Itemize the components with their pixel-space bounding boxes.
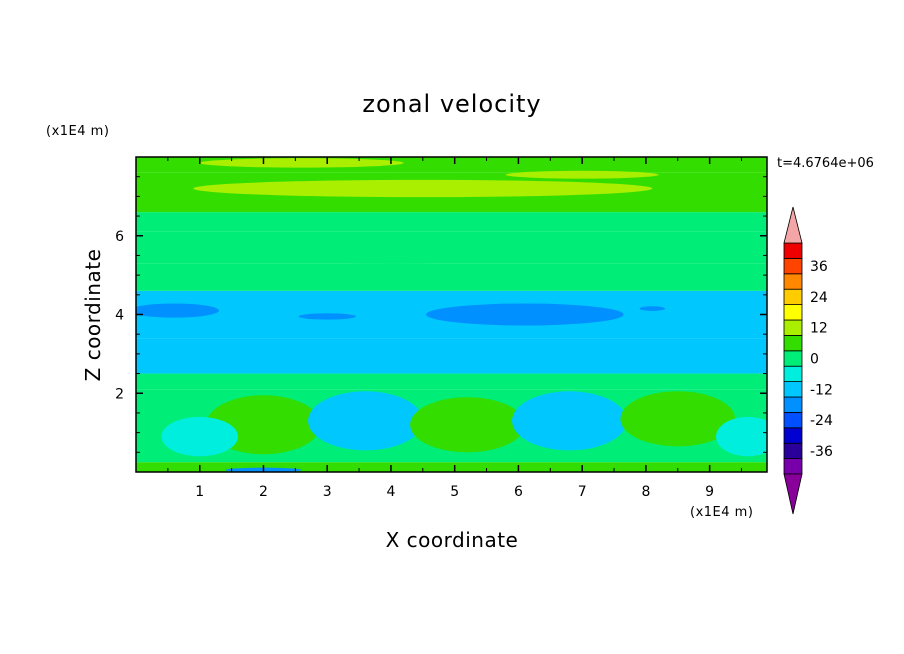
colorbar: -36 -24 -12 0 12 24 36 xyxy=(783,206,833,515)
colorbar-extend-high xyxy=(783,206,803,244)
colorbar-label: 36 xyxy=(810,259,828,275)
contour-band xyxy=(136,263,767,291)
x-tick-label: 4 xyxy=(386,484,395,500)
x-tick-label: 6 xyxy=(514,484,523,500)
colorbar-label: -24 xyxy=(810,413,833,429)
y-axis-label: Z coordinate xyxy=(81,249,105,382)
contour-band xyxy=(136,373,767,390)
colorbar-bin xyxy=(783,288,803,306)
y-tick-label: 4 xyxy=(115,308,124,324)
contour-patch xyxy=(426,303,624,326)
colorbar-bin xyxy=(783,411,803,429)
contour-patch xyxy=(193,179,653,198)
contour-patch xyxy=(136,303,219,318)
colorbar-extend-low xyxy=(783,473,803,515)
colorbar-bin xyxy=(783,381,803,398)
colorbar-label: 24 xyxy=(810,290,828,306)
contour-patch xyxy=(505,170,659,179)
contour-patch xyxy=(639,306,666,311)
time-stamp: t=4.6764e+06 xyxy=(777,156,874,171)
x-tick-label: 7 xyxy=(578,484,587,500)
chart-title: zonal velocity xyxy=(362,90,541,118)
colorbar-bin xyxy=(783,304,803,321)
x-multiplier: (x1E4 m) xyxy=(690,505,753,520)
contour-patch xyxy=(298,313,356,320)
colorbar-bin xyxy=(783,319,803,336)
contour-cell xyxy=(308,391,423,451)
colorbar-label: -12 xyxy=(810,382,833,398)
y-multiplier: (x1E4 m) xyxy=(46,124,109,139)
contour-patch xyxy=(199,158,404,168)
contour-cell xyxy=(161,416,238,457)
colorbar-bin xyxy=(783,242,803,259)
colorbar-label: -36 xyxy=(810,444,833,460)
x-tick-label: 1 xyxy=(195,484,204,500)
colorbar-label: 12 xyxy=(810,321,828,337)
colorbar-bin xyxy=(783,365,803,383)
y-axis-ticks: 2 4 6 xyxy=(115,176,767,453)
x-tick-label: 8 xyxy=(641,484,650,500)
x-tick-label: 2 xyxy=(259,484,268,500)
contour-patch xyxy=(199,239,583,264)
x-axis-ticks: 1 2 3 4 5 6 7 8 9 xyxy=(167,157,743,500)
colorbar-bin xyxy=(783,442,803,460)
colorbar-bin xyxy=(783,427,803,444)
contour-band xyxy=(136,338,767,374)
contour-cell xyxy=(512,391,627,451)
colorbar-bin xyxy=(783,458,803,475)
y-tick-label: 6 xyxy=(115,229,124,245)
contour-field xyxy=(136,157,767,472)
colorbar-label: 0 xyxy=(810,352,819,368)
contour-cell xyxy=(620,391,736,447)
colorbar-bin xyxy=(783,257,803,275)
contour-cell xyxy=(716,416,767,457)
x-tick-label: 9 xyxy=(705,484,714,500)
x-axis-label: X coordinate xyxy=(386,528,519,552)
colorbar-bin xyxy=(783,396,803,413)
colorbar-bin xyxy=(783,334,803,352)
colorbar-bin xyxy=(783,350,803,367)
colorbar-bin xyxy=(783,273,803,290)
y-tick-label: 2 xyxy=(115,386,124,402)
x-tick-label: 3 xyxy=(323,484,332,500)
contour-band xyxy=(136,212,767,232)
contour-band xyxy=(136,462,767,472)
contour-cell xyxy=(410,397,525,453)
x-tick-label: 5 xyxy=(450,484,459,500)
